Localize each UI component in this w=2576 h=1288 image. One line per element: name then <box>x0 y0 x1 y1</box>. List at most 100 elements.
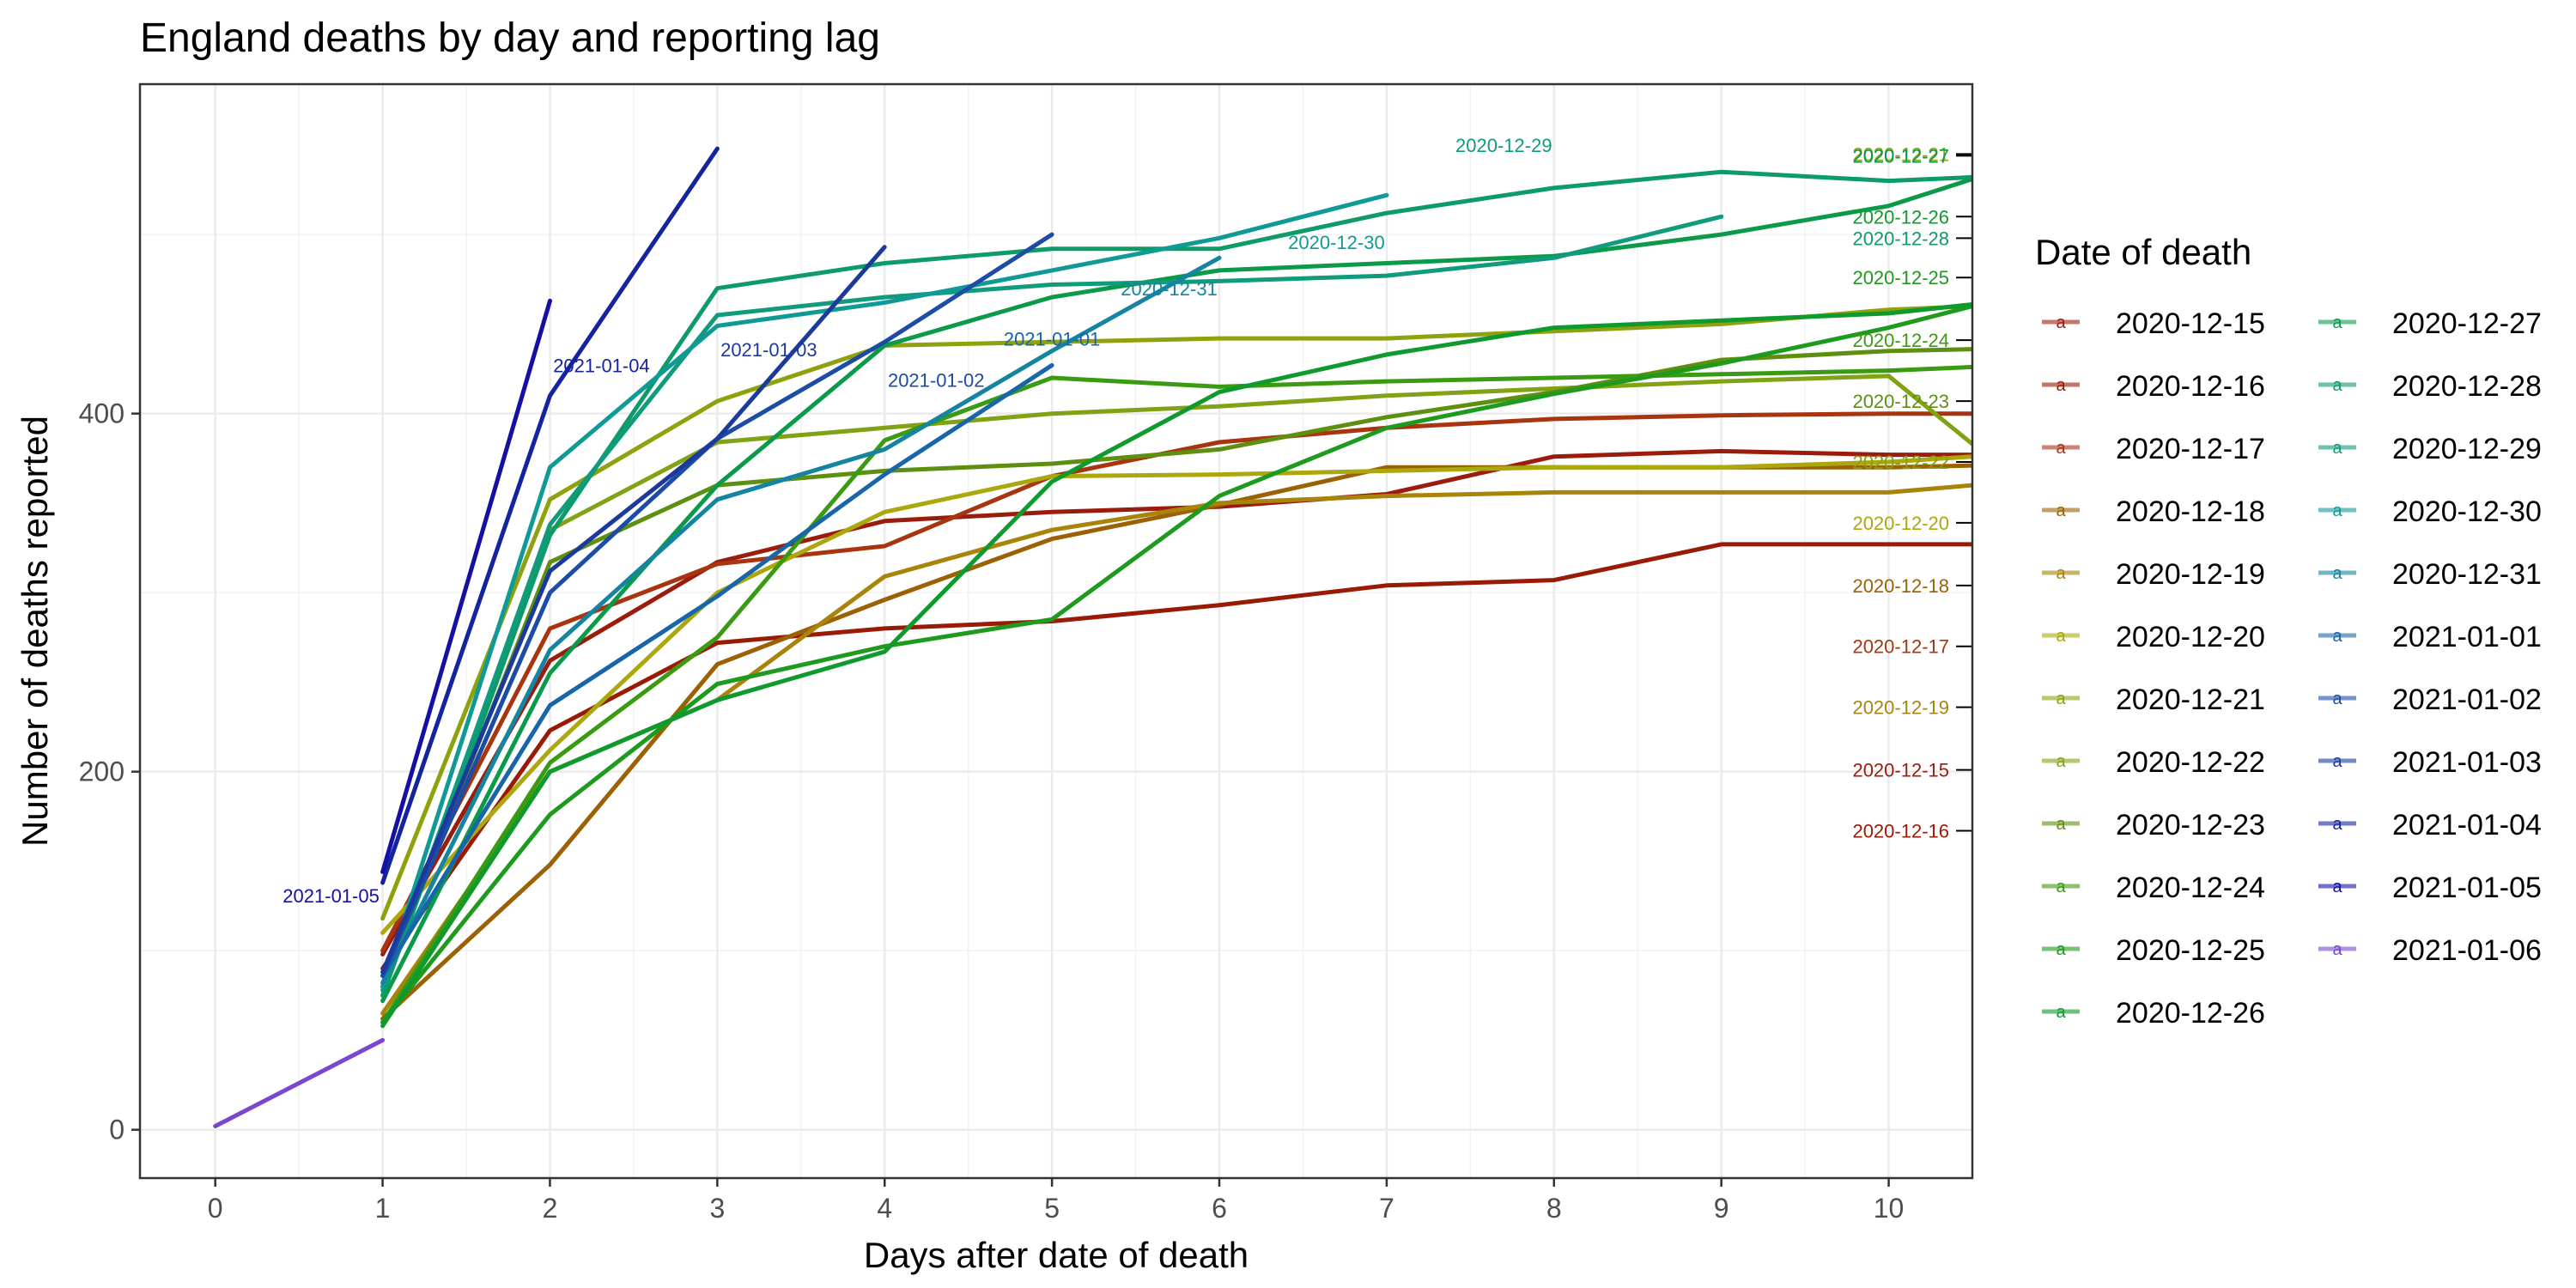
legend-title: Date of death <box>2035 232 2251 272</box>
legend-key-glyph: a <box>2332 752 2342 771</box>
legend-item-2020-12-26: a 2020-12-26 <box>2042 997 2265 1030</box>
direct-label-2020-12-16: 2020-12-16 <box>1852 820 1949 841</box>
series-line-2021-01-03 <box>380 245 887 975</box>
legend-label: 2020-12-31 <box>2392 558 2542 591</box>
legend: Date of death a 2020-12-15 a 2020-12-16 a 202… <box>2035 232 2542 1030</box>
legend-item-2020-12-17: a 2020-12-17 <box>2042 433 2265 465</box>
legend-item-2020-12-18: a 2020-12-18 <box>2042 495 2265 528</box>
legend-label: 2020-12-22 <box>2116 746 2265 779</box>
legend-label: 2020-12-16 <box>2116 370 2265 403</box>
legend-label: 2020-12-27 <box>2392 307 2542 340</box>
x-tick-label: 7 <box>1379 1193 1394 1224</box>
legend-label: 2020-12-26 <box>2116 997 2265 1030</box>
legend-key-glyph: a <box>2332 815 2342 834</box>
legend-key-glyph: a <box>2332 313 2342 332</box>
series-line-2021-01-01 <box>380 362 1054 978</box>
legend-key-glyph: a <box>2332 878 2342 896</box>
direct-label-2021-01-01: 2021-01-01 <box>1004 328 1101 349</box>
legend-label: 2021-01-04 <box>2392 809 2542 841</box>
legend-item-2021-01-04: a 2021-01-04 <box>2318 809 2542 841</box>
direct-label-2020-12-29: 2020-12-29 <box>1455 135 1552 156</box>
y-tick-label: 200 <box>79 756 125 787</box>
legend-key-glyph: a <box>2056 439 2066 458</box>
legend-key-glyph: a <box>2056 501 2066 520</box>
legend-item-2020-12-27: a 2020-12-27 <box>2318 307 2542 340</box>
direct-label-2021-01-02: 2021-01-02 <box>888 369 985 391</box>
x-tick-label: 5 <box>1044 1193 1060 1224</box>
y-tick-label: 0 <box>109 1115 125 1145</box>
legend-label: 2020-12-23 <box>2116 809 2265 841</box>
x-tick-label: 3 <box>709 1193 725 1224</box>
series-line-2020-12-25 <box>380 304 1972 1025</box>
series-line-2020-12-30 <box>380 192 1389 989</box>
x-axis: 0 1 2 3 4 5 6 7 8 9 10 <box>208 1178 1904 1224</box>
plot-area: 2020-12-15 2020-12-16 2020-12-17 2020-12-18… <box>79 82 1974 1224</box>
direct-label-2021-01-05: 2021-01-05 <box>283 885 380 907</box>
direct-label-2021-01-04: 2021-01-04 <box>553 355 650 377</box>
legend-key-glyph: a <box>2056 627 2066 646</box>
series-line-2020-12-29 <box>380 214 1724 993</box>
legend-key-glyph: a <box>2332 376 2342 395</box>
direct-label-2020-12-21: 2020-12-21 <box>1852 143 1949 165</box>
legend-item-2020-12-23: a 2020-12-23 <box>2042 809 2265 841</box>
series-line-2020-12-24 <box>380 364 1972 1025</box>
direct-label-2020-12-22: 2020-12-22 <box>1852 452 1949 473</box>
legend-item-2020-12-31: a 2020-12-31 <box>2318 558 2542 591</box>
direct-label-2020-12-31: 2020-12-31 <box>1121 278 1218 300</box>
series-line-2021-01-04 <box>380 146 720 885</box>
legend-item-2020-12-22: a 2020-12-22 <box>2042 746 2265 779</box>
direct-label-2020-12-25: 2020-12-25 <box>1852 267 1949 289</box>
direct-label-2020-12-20: 2020-12-20 <box>1852 513 1949 534</box>
legend-label: 2020-12-18 <box>2116 495 2265 528</box>
direct-label-2020-12-17: 2020-12-17 <box>1852 636 1949 658</box>
legend-key-glyph: a <box>2332 501 2342 520</box>
legend-item-2020-12-21: a 2020-12-21 <box>2042 683 2265 716</box>
legend-label: 2020-12-30 <box>2392 495 2542 528</box>
legend-item-2020-12-24: a 2020-12-24 <box>2042 872 2265 904</box>
direct-label-2020-12-24: 2020-12-24 <box>1852 330 1949 351</box>
legend-key-glyph: a <box>2056 690 2066 708</box>
direct-label-2020-12-19: 2020-12-19 <box>1852 697 1949 719</box>
x-tick-label: 2 <box>543 1193 558 1224</box>
legend-key-glyph: a <box>2056 564 2066 583</box>
series-line-2020-12-17 <box>380 411 1972 953</box>
x-tick-label: 1 <box>375 1193 391 1224</box>
legend-item-2020-12-15: a 2020-12-15 <box>2042 307 2265 340</box>
series-line-2021-01-06 <box>213 1037 386 1128</box>
legend-label: 2020-12-19 <box>2116 558 2265 591</box>
series-line-2020-12-16 <box>380 542 1972 971</box>
legend-label: 2020-12-17 <box>2116 433 2265 465</box>
legend-key-glyph: a <box>2056 940 2066 959</box>
legend-item-2020-12-19: a 2020-12-19 <box>2042 558 2265 591</box>
legend-label: 2020-12-25 <box>2116 934 2265 967</box>
legend-key-glyph: a <box>2332 439 2342 458</box>
legend-item-2020-12-25: a 2020-12-25 <box>2042 934 2265 967</box>
x-tick-label: 0 <box>208 1193 223 1224</box>
y-axis-title: Number of deaths reported <box>15 416 55 847</box>
x-tick-label: 6 <box>1212 1193 1227 1224</box>
direct-label-2020-12-23: 2020-12-23 <box>1852 391 1949 412</box>
legend-label: 2020-12-15 <box>2116 307 2265 340</box>
legend-label: 2021-01-03 <box>2392 746 2542 779</box>
legend-key-glyph: a <box>2056 376 2066 395</box>
series-line-2020-12-23 <box>380 347 1972 989</box>
direct-label-2020-12-18: 2020-12-18 <box>1852 575 1949 597</box>
direct-label-2020-12-26: 2020-12-26 <box>1852 206 1949 228</box>
direct-labels: 2020-12-15 2020-12-16 2020-12-17 2020-12-18… <box>283 135 1971 907</box>
series-line-2020-12-26 <box>380 302 1972 1029</box>
legend-key-glyph: a <box>2332 564 2342 583</box>
chart-title: England deaths by day and reporting lag <box>140 15 880 61</box>
legend-label: 2021-01-01 <box>2392 621 2542 653</box>
legend-item-2021-01-05: a 2021-01-05 <box>2318 872 2542 904</box>
legend-item-2020-12-30: a 2020-12-30 <box>2318 495 2542 528</box>
plot-border <box>138 82 1974 1180</box>
direct-label-2020-12-28: 2020-12-28 <box>1852 228 1949 249</box>
direct-label-2020-12-27: 2020-12-27 <box>1852 145 1949 167</box>
legend-key-glyph: a <box>2056 815 2066 834</box>
legend-label: 2020-12-20 <box>2116 621 2265 653</box>
y-axis: 0 200 400 <box>79 398 140 1145</box>
legend-item-2020-12-29: a 2020-12-29 <box>2318 433 2542 465</box>
legend-item-2021-01-03: a 2021-01-03 <box>2318 746 2542 779</box>
series-lines <box>213 146 1972 1128</box>
